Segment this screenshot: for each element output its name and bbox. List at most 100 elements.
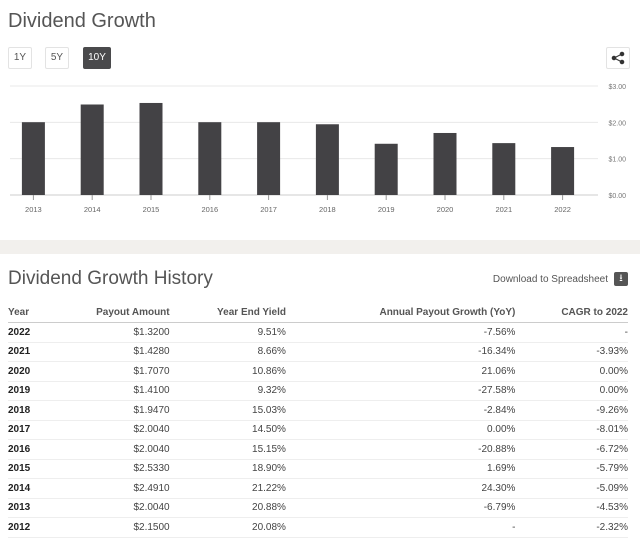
y-tick-label: $1.00 [608,157,626,164]
table-cell: 1.69% [285,459,516,479]
bar-2018[interactable] [315,124,339,195]
table-cell: 10.86% [169,361,286,382]
column-header: CAGR to 2022 [515,302,628,323]
table-cell: $1.7070 [45,361,170,382]
table-cell: - [285,517,516,538]
x-tick-label: 2018 [319,205,336,214]
table-cell: 2018 [8,400,46,421]
range-5y-button[interactable]: 5Y [45,47,69,69]
download-spreadsheet-link[interactable]: Download to Spreadsheet ⭳ [493,272,628,286]
table-cell: -5.79% [515,459,628,479]
table-cell: 2013 [8,498,46,518]
column-header: Year End Yield [169,302,286,323]
table-cell: -27.58% [285,381,516,401]
table-cell: $2.1500 [45,517,170,538]
bar-2013[interactable] [21,122,45,195]
table-cell: -9.26% [515,400,628,421]
table-cell: -4.53% [515,498,628,518]
table-row: 2019 $1.4100 9.32% -27.58% 0.00% [8,381,628,401]
x-tick-label: 2020 [437,205,454,214]
bar-2020[interactable] [433,132,457,195]
table-cell: 14.50% [169,420,286,440]
table-cell: 9.32% [169,381,286,401]
table-cell: 20.88% [169,498,286,518]
bar-2016[interactable] [198,122,222,195]
table-cell: $2.4910 [45,478,170,499]
table-cell: $2.0040 [45,420,170,440]
column-header: Annual Payout Growth (YoY) [285,302,516,323]
table-cell: 18.90% [169,459,286,479]
table-cell: $1.4100 [45,381,170,401]
table-cell: 2016 [8,439,46,460]
table-cell: -6.72% [515,439,628,460]
table-cell: 0.00% [515,361,628,382]
x-tick-label: 2017 [260,205,277,214]
table-cell: -7.56% [285,322,516,343]
share-icon [611,51,625,65]
range-1y-button[interactable]: 1Y [8,47,32,69]
table-cell: 2017 [8,420,46,440]
table-cell: $1.9470 [45,400,170,421]
table-cell: 2012 [8,517,46,538]
table-cell: - [515,322,628,343]
table-cell: 2021 [8,342,46,362]
table-cell: $2.5330 [45,459,170,479]
table-cell: $2.0040 [45,498,170,518]
bar-2022[interactable] [551,147,575,195]
table-cell: 2015 [8,459,46,479]
download-label: Download to Spreadsheet [492,273,608,285]
table-row: 2017 $2.0040 14.50% 0.00% -8.01% [8,420,628,440]
column-header: Year [8,302,46,323]
y-tick-label: $3.00 [608,84,626,91]
x-tick-label: 2022 [554,205,571,214]
table-cell: -3.93% [515,342,628,362]
table-cell: -8.01% [515,420,628,440]
range-10y-button[interactable]: 10Y [83,47,111,69]
bar-2021[interactable] [492,143,516,195]
history-table: Year Payout Amount Year End Yield Annual Pa… [8,302,628,538]
table-cell: $1.4280 [45,342,170,362]
share-button[interactable] [606,47,630,69]
table-row: 2022 $1.3200 9.51% -7.56% - [8,322,628,343]
table-cell: 0.00% [285,420,516,440]
table-cell: -5.09% [515,478,628,499]
x-tick-label: 2016 [201,205,218,214]
bar-2015[interactable] [139,102,163,195]
table-cell: 15.03% [169,400,286,421]
x-tick-label: 2014 [84,205,101,214]
table-row: 2018 $1.9470 15.03% -2.84% -9.26% [8,400,628,421]
table-row: 2012 $2.1500 20.08% - -2.32% [8,517,628,538]
table-cell: 15.15% [169,439,286,460]
table-cell: -16.34% [285,342,516,362]
table-cell: -2.84% [285,400,516,421]
page-title: Dividend Growth [8,10,156,32]
x-tick-label: 2019 [378,205,395,214]
table-cell: 21.06% [285,361,516,382]
table-row: 2021 $1.4280 8.66% -16.34% -3.93% [8,342,628,362]
x-tick-label: 2013 [25,205,42,214]
dividend-chart: $0.00 $1.00 $2.00 $3.00 2013 2014 2015 2016 2017… [10,84,626,214]
table-cell: 21.22% [169,478,286,499]
table-cell: 2014 [8,478,46,499]
table-cell: $2.0040 [45,439,170,460]
x-tick-label: 2015 [143,205,160,214]
table-cell: -20.88% [285,439,516,460]
bar-2017[interactable] [257,122,281,195]
bar-2019[interactable] [374,143,398,195]
table-cell: 8.66% [169,342,286,362]
table-cell: 20.08% [169,517,286,538]
x-tick-label: 2021 [495,205,512,214]
table-cell: -2.32% [515,517,628,538]
table-row: 2013 $2.0040 20.88% -6.79% -4.53% [8,498,628,518]
table-row: 2015 $2.5330 18.90% 1.69% -5.79% [8,459,628,479]
table-cell: $1.3200 [45,322,170,343]
table-row: 2016 $2.0040 15.15% -20.88% -6.72% [8,439,628,460]
bar-2014[interactable] [80,104,104,195]
download-icon: ⭳ [614,272,628,286]
table-cell: 24.30% [285,478,516,499]
table-cell: 2020 [8,361,46,382]
table-cell: -6.79% [285,498,516,518]
y-tick-label: $0.00 [608,193,626,200]
history-title: Dividend Growth History [8,268,213,289]
table-row: 2020 $1.7070 10.86% 21.06% 0.00% [8,361,628,382]
